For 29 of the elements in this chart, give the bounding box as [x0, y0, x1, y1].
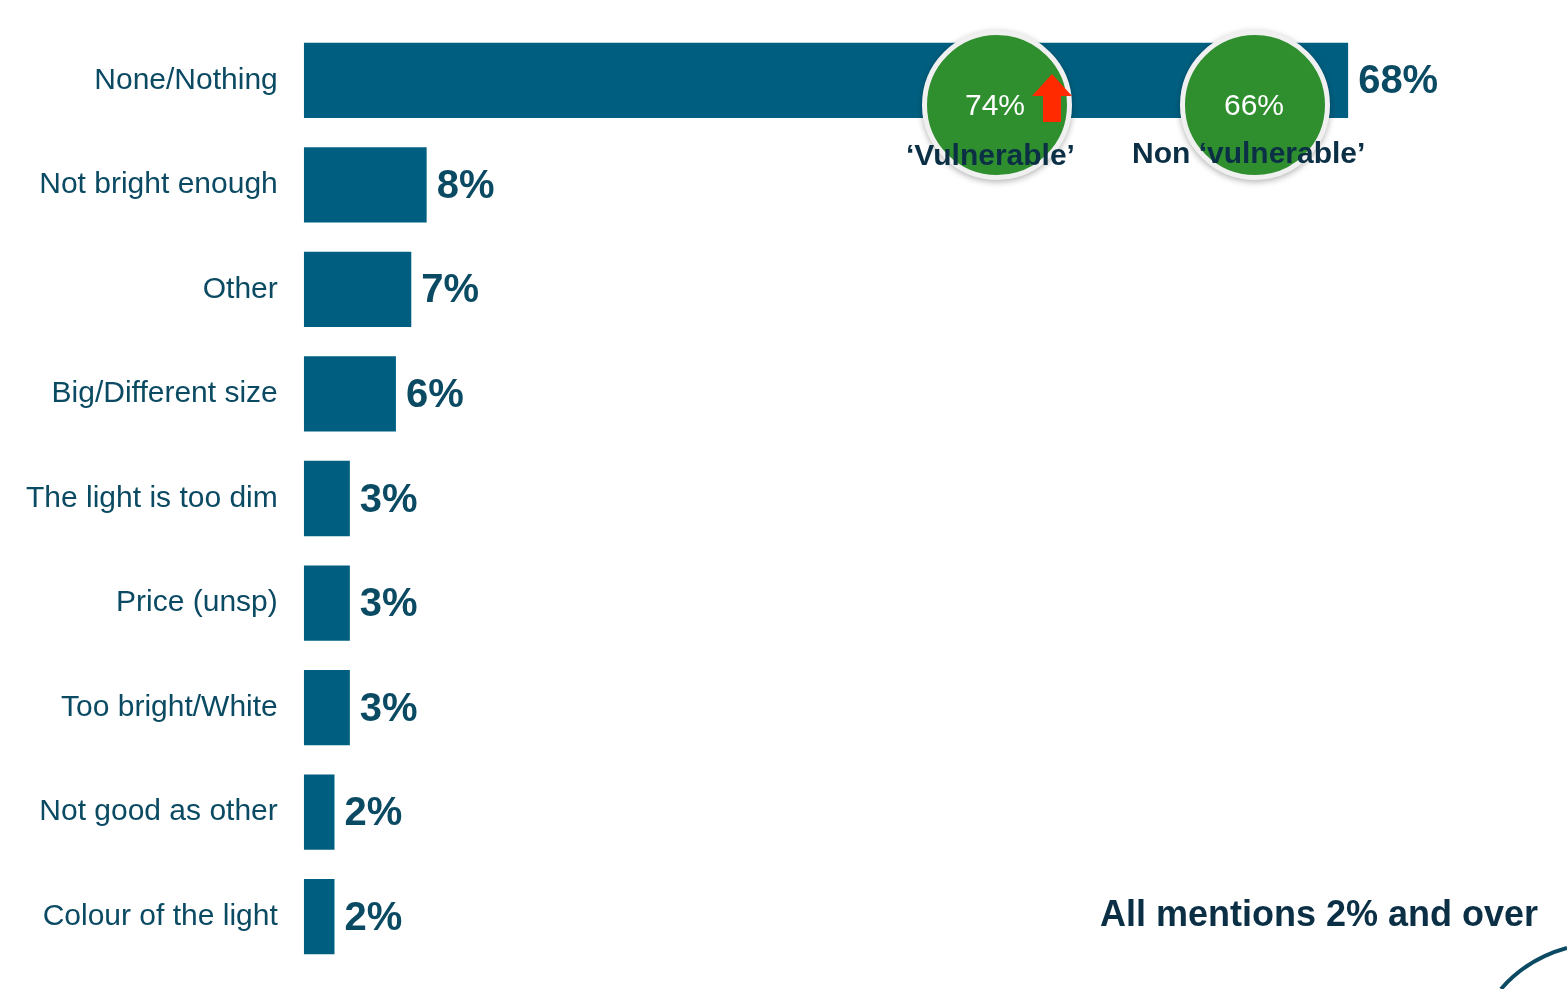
- annotation: 66%: [1224, 88, 1285, 122]
- y-tick-label: None/Nothing: [94, 61, 278, 95]
- data-label: 8%: [436, 161, 495, 206]
- data-label: 2%: [344, 893, 403, 938]
- y-tick-label: Big/Different size: [51, 375, 278, 409]
- y-tick-label: Colour of the light: [42, 897, 279, 931]
- annotation: 74%: [965, 88, 1026, 122]
- annotation: All mentions 2% and over: [1100, 893, 1539, 935]
- bar: [303, 147, 427, 223]
- y-tick-label: Price (unsp): [116, 584, 278, 618]
- data-label: 3%: [359, 580, 418, 625]
- data-label: 6%: [405, 370, 464, 415]
- y-tick-label: Not bright enough: [39, 166, 278, 200]
- bar: [303, 669, 350, 746]
- y-tick-label: Other: [202, 270, 278, 304]
- data-label: 7%: [421, 266, 480, 311]
- bar: [303, 565, 350, 641]
- y-tick-label: Too bright/White: [61, 688, 278, 722]
- data-label: 3%: [359, 684, 418, 729]
- bar: [303, 879, 335, 955]
- bar: [303, 460, 350, 537]
- bar: [303, 251, 412, 328]
- bar: [303, 774, 335, 850]
- data-label: 3%: [359, 475, 418, 520]
- y-tick-label: The light is too dim: [26, 479, 278, 513]
- data-label: 68%: [1358, 57, 1439, 102]
- data-label: 2%: [344, 789, 403, 834]
- y-tick-label: Not good as other: [39, 793, 278, 827]
- bar: [303, 356, 396, 432]
